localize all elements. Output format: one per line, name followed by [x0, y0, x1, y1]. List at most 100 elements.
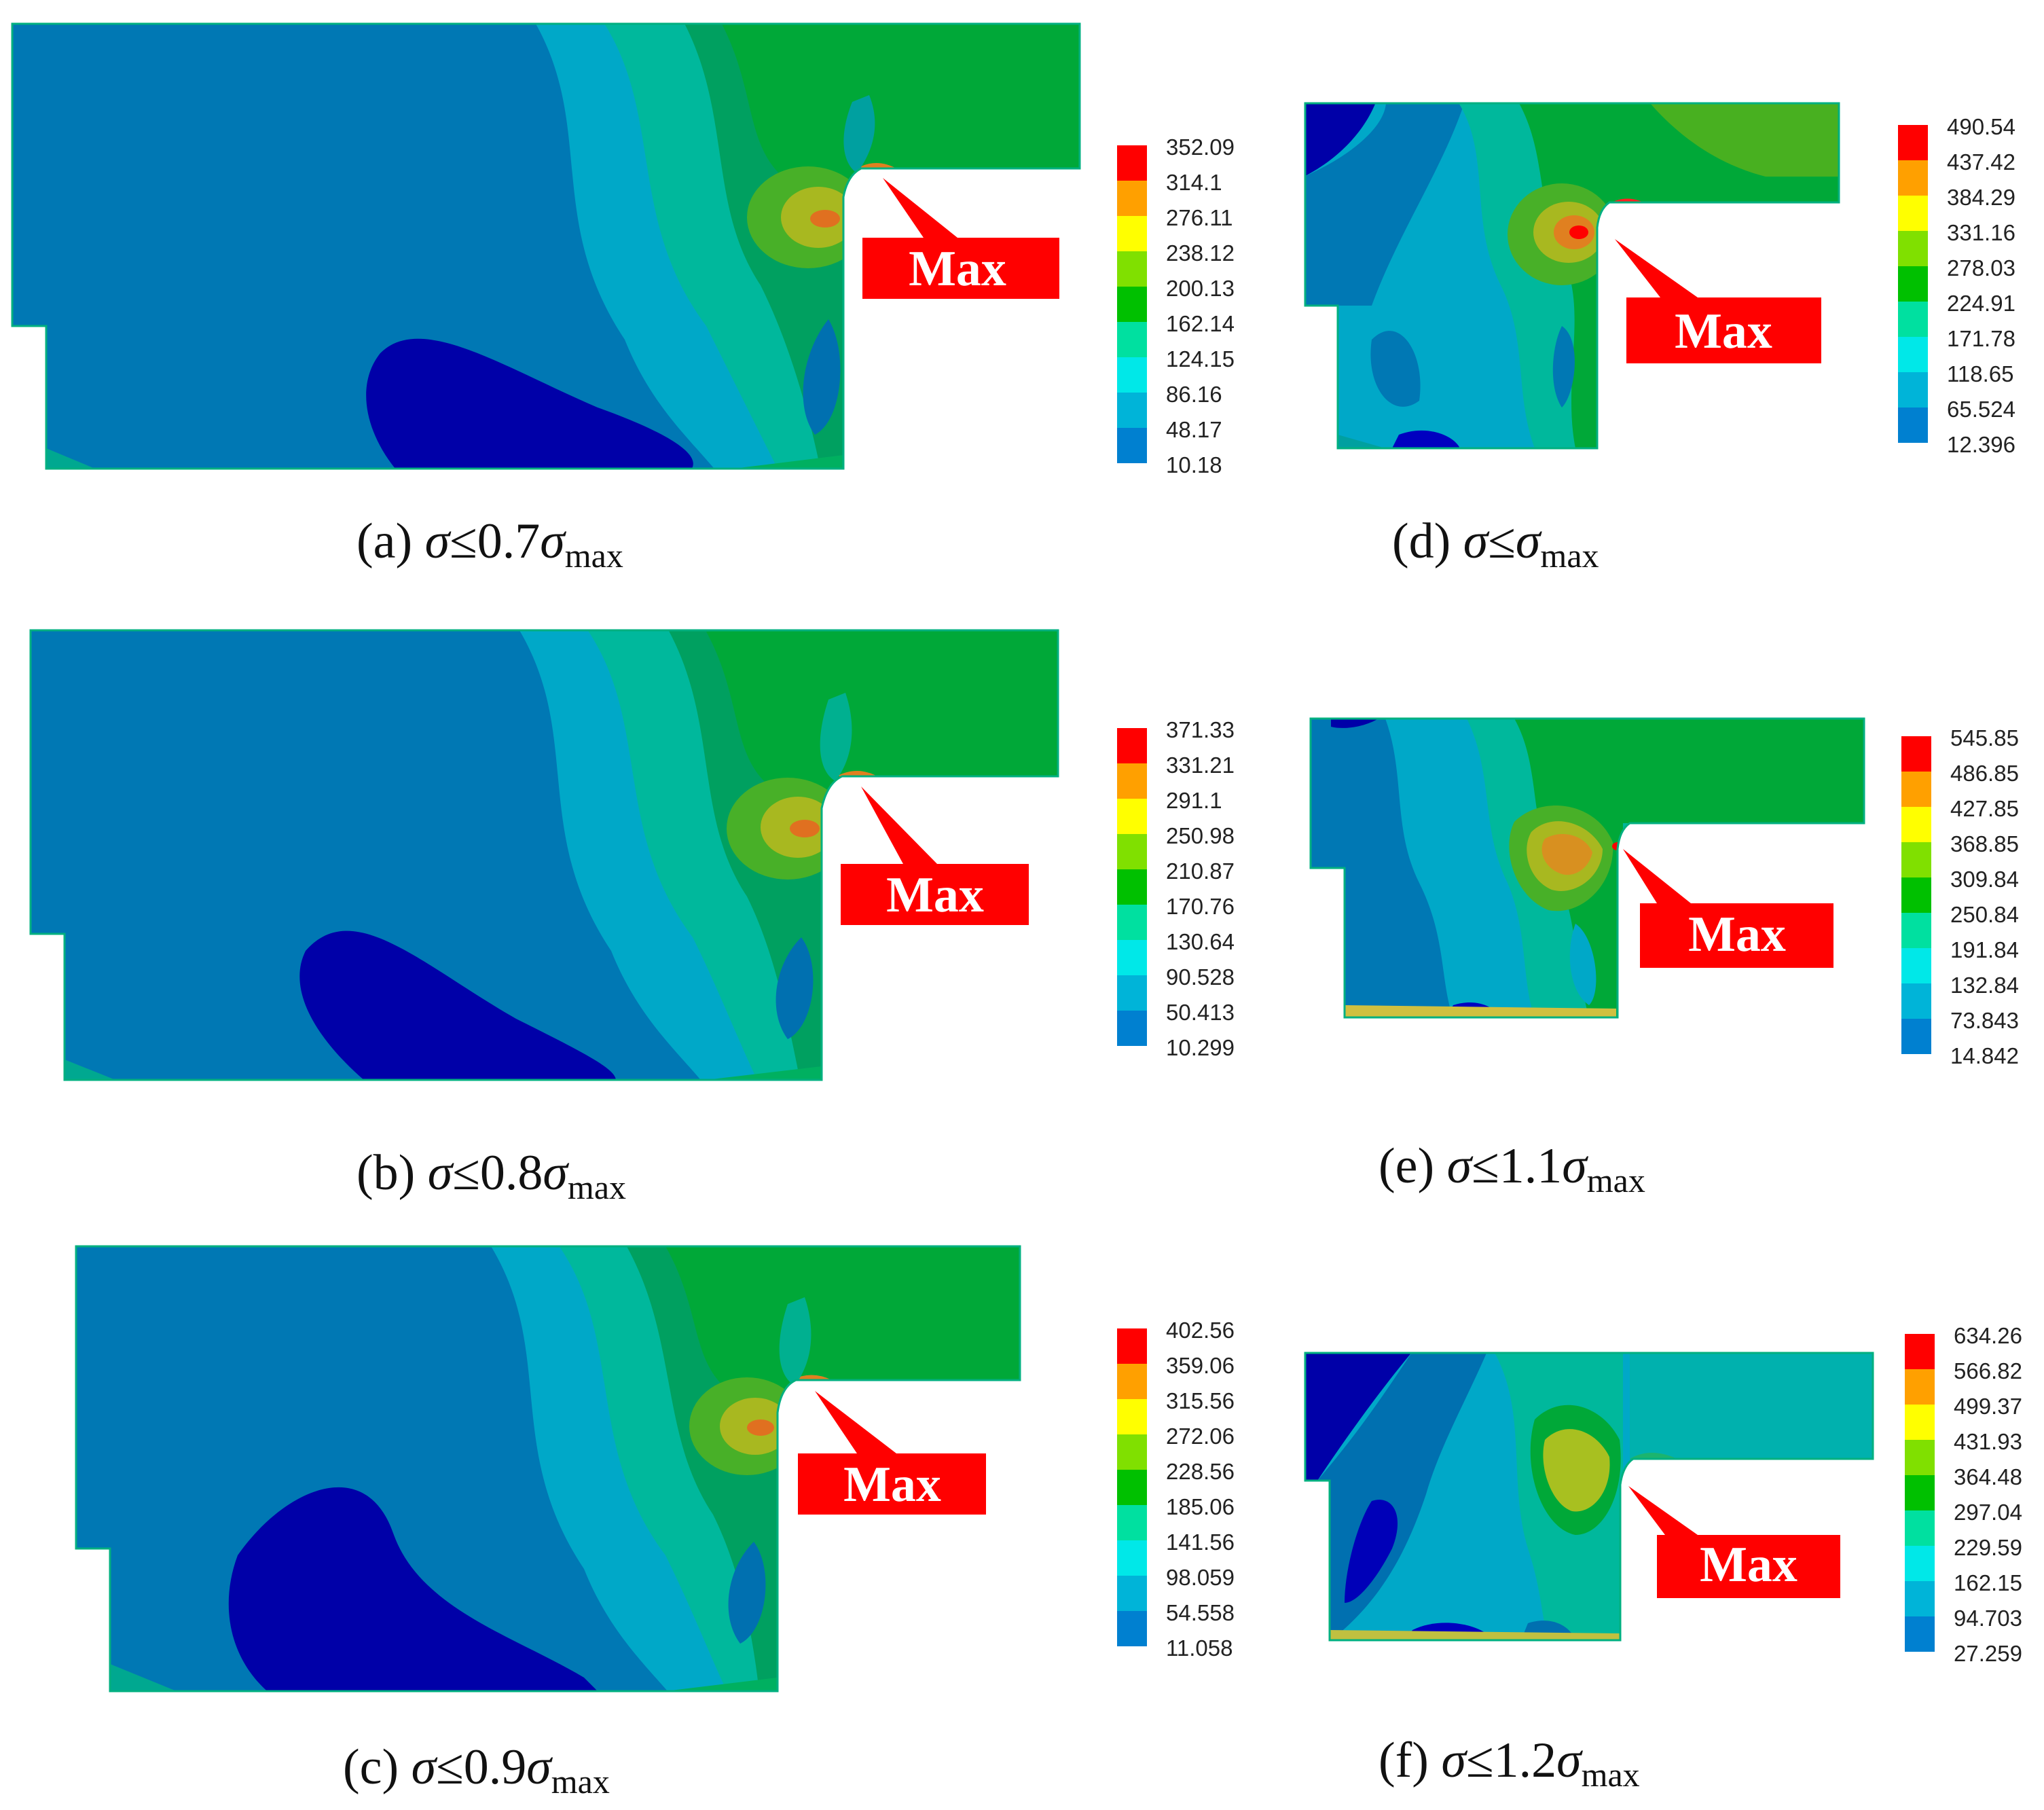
legend-value: 634.26 — [1954, 1323, 2022, 1348]
caption-symbol: σ — [427, 1145, 453, 1201]
caption-symbol: σ — [1515, 513, 1541, 569]
legend-swatch — [1898, 302, 1928, 337]
legend-swatch — [1905, 1616, 1935, 1652]
callout-label: Max — [909, 241, 1006, 297]
legend-swatch — [1117, 1364, 1147, 1399]
caption-symbol: σ — [411, 1739, 437, 1795]
legend-swatch — [1117, 940, 1147, 975]
caption-coefficient: 1.2 — [1493, 1733, 1557, 1788]
caption-relation: ≤ — [1472, 1138, 1499, 1194]
legend-swatch — [1117, 428, 1147, 463]
caption-d: (d) σ≤σmax — [1392, 516, 1599, 573]
legend-value: 191.84 — [1950, 937, 2019, 962]
legend-value: 27.259 — [1954, 1641, 2022, 1666]
legend-value: 384.29 — [1947, 185, 2015, 210]
legend-value: 162.15 — [1954, 1570, 2022, 1595]
legend-value: 48.17 — [1166, 417, 1222, 442]
legend-swatch — [1905, 1581, 1935, 1616]
caption-coefficient: 1.1 — [1499, 1138, 1563, 1194]
legend-value: 250.84 — [1950, 902, 2019, 927]
caption-relation: ≤ — [1465, 1733, 1494, 1788]
legend-swatch — [1117, 357, 1147, 393]
legend-value: 224.91 — [1947, 291, 2015, 316]
contour-plot-f: Max — [1304, 1352, 1874, 1642]
legend-value: 73.843 — [1950, 1008, 2019, 1033]
legend-swatch — [1117, 287, 1147, 322]
caption-relation: ≤ — [450, 513, 477, 569]
caption-relation: ≤ — [452, 1145, 480, 1201]
legend-value: 402.56 — [1166, 1318, 1235, 1343]
legend-value: 331.16 — [1947, 220, 2015, 245]
caption-a: (a) σ≤0.7σmax — [357, 516, 623, 573]
caption-label: (f) — [1379, 1733, 1442, 1788]
legend-value: 98.059 — [1166, 1565, 1235, 1590]
legend-swatch — [1117, 145, 1147, 181]
legend-value: 309.84 — [1950, 867, 2019, 892]
caption-symbol: σ — [1562, 1138, 1587, 1194]
caption-subscript: max — [1540, 537, 1599, 575]
legend-value: 185.06 — [1166, 1494, 1235, 1519]
caption-symbol: σ — [543, 1145, 568, 1201]
max-callout-e: Max — [1623, 849, 1833, 968]
caption-coefficient: 0.7 — [477, 513, 541, 569]
legend-swatch — [1117, 1328, 1147, 1364]
legend-value: 124.15 — [1166, 346, 1235, 372]
legend-value: 141.56 — [1166, 1530, 1235, 1555]
legend-swatch — [1117, 763, 1147, 799]
legend-swatch — [1117, 869, 1147, 905]
legend-swatch — [1898, 266, 1928, 302]
legend-value: 11.058 — [1166, 1635, 1233, 1661]
legend-f: 634.26 566.82 499.37 431.93 364.48 297.04 229.… — [1905, 1324, 2041, 1678]
legend-value: 278.03 — [1947, 255, 2015, 280]
legend-swatch — [1117, 1611, 1147, 1646]
legend-swatch — [1905, 1405, 1935, 1440]
legend-value: 371.33 — [1166, 717, 1235, 742]
caption-relation: ≤ — [436, 1739, 464, 1795]
legend-value: 130.64 — [1166, 929, 1235, 954]
legend-swatch — [1117, 1505, 1147, 1540]
legend-swatch — [1117, 1470, 1147, 1505]
caption-b: (b) σ≤0.8σmax — [357, 1148, 626, 1204]
legend-value: 54.558 — [1166, 1600, 1235, 1625]
legend-value: 566.82 — [1954, 1358, 2022, 1383]
legend-swatch — [1901, 983, 1931, 1019]
legend-value: 210.87 — [1166, 858, 1235, 884]
legend-swatch — [1117, 1540, 1147, 1576]
legend-value: 94.703 — [1954, 1606, 2022, 1631]
caption-subscript: max — [551, 1762, 610, 1800]
contour-plot-d: Max — [1304, 102, 1840, 450]
legend-value: 238.12 — [1166, 240, 1235, 266]
max-callout-c: Max — [798, 1391, 986, 1515]
panel-b: Max — [0, 611, 1087, 1100]
legend-swatch — [1117, 728, 1147, 763]
legend-swatch — [1898, 160, 1928, 196]
legend-value: 10.299 — [1166, 1035, 1235, 1060]
caption-subscript: max — [1586, 1161, 1645, 1199]
legend-swatch — [1898, 196, 1928, 231]
legend-swatch — [1117, 181, 1147, 216]
contour-plot-c: Max — [75, 1245, 1021, 1693]
callout-label: Max — [1675, 304, 1772, 359]
caption-symbol: σ — [1556, 1733, 1582, 1788]
legend-value: 132.84 — [1950, 973, 2019, 998]
legend-value: 10.18 — [1166, 452, 1222, 477]
legend-swatch — [1898, 231, 1928, 266]
legend-value: 14.842 — [1950, 1043, 2019, 1068]
legend-value: 162.14 — [1166, 311, 1235, 336]
legend-value: 171.78 — [1947, 326, 2015, 351]
legend-value: 499.37 — [1954, 1394, 2022, 1419]
legend-value: 352.09 — [1166, 134, 1235, 160]
legend-swatch — [1901, 948, 1931, 983]
legend-swatch — [1901, 877, 1931, 913]
legend-swatch — [1898, 125, 1928, 160]
legend-value: 90.528 — [1166, 964, 1235, 990]
panel-d: Max — [1290, 82, 1874, 462]
legend-swatch — [1898, 372, 1928, 408]
legend-swatch — [1901, 1019, 1931, 1054]
legend-c: 402.56 359.06 315.56 272.06 228.56 185.06 141.… — [1117, 1319, 1253, 1659]
legend-value: 200.13 — [1166, 276, 1235, 301]
panel-f: Max — [1290, 1331, 1888, 1657]
caption-coefficient: 0.8 — [479, 1145, 543, 1201]
callout-label: Max — [1700, 1537, 1797, 1593]
legend-swatch — [1898, 337, 1928, 372]
